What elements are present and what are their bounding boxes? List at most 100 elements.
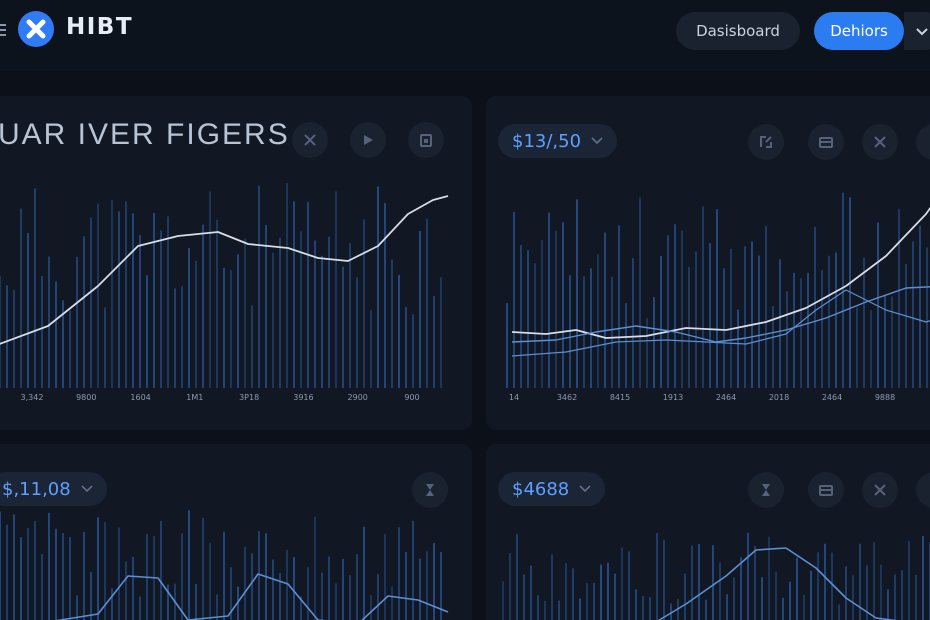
bar	[716, 209, 718, 388]
bar	[76, 256, 78, 388]
chevron-down-icon	[916, 28, 928, 36]
nav-dropdown-button[interactable]	[904, 12, 930, 50]
bar	[656, 533, 658, 620]
bar	[391, 586, 393, 620]
bar	[670, 603, 672, 620]
card-icon	[819, 137, 833, 148]
brand-name[interactable]: HIBT	[66, 14, 134, 40]
chart-panel-4: $4688	[486, 444, 930, 620]
bar	[307, 201, 309, 388]
bar	[674, 224, 676, 388]
bar	[426, 218, 428, 388]
bar	[506, 303, 508, 388]
bar	[69, 310, 71, 388]
bar	[384, 203, 386, 388]
bar	[639, 197, 641, 388]
bar	[807, 272, 809, 388]
bar	[209, 191, 211, 388]
value-selector[interactable]: $,11,08	[0, 472, 107, 506]
bar	[863, 257, 865, 388]
bar	[712, 545, 714, 620]
card-button[interactable]	[808, 472, 844, 508]
calendar-icon	[420, 134, 432, 147]
bar	[684, 573, 686, 620]
bar	[27, 528, 29, 620]
tick-label: 2464	[822, 393, 842, 402]
bar	[520, 245, 522, 388]
tick-label: 9888	[875, 393, 895, 402]
tick-label: 900	[404, 393, 419, 402]
bar	[279, 573, 281, 620]
bar-group	[0, 510, 442, 620]
bar	[551, 554, 553, 620]
value-selector[interactable]: $13/,50	[498, 124, 618, 158]
split-icon	[760, 136, 772, 148]
value-selector[interactable]: $4688	[498, 472, 606, 506]
bar	[83, 531, 85, 620]
series-line	[55, 573, 449, 620]
bar	[139, 235, 141, 388]
bar	[593, 582, 595, 620]
bar-group	[0, 183, 442, 388]
timer-button[interactable]	[412, 472, 448, 508]
bar	[884, 295, 886, 388]
calendar-button[interactable]	[408, 122, 444, 158]
bar	[849, 197, 851, 388]
bar	[377, 186, 379, 388]
bar	[125, 561, 127, 620]
logo-icon[interactable]	[18, 11, 54, 47]
value-label: $4688	[512, 478, 570, 500]
bar	[667, 235, 669, 388]
bar	[614, 573, 616, 620]
bar	[139, 596, 141, 620]
bar	[926, 247, 928, 388]
more-button[interactable]	[916, 472, 930, 508]
split-button[interactable]	[748, 124, 784, 160]
close-icon	[874, 136, 886, 148]
bar	[793, 272, 795, 388]
chart-1: 3,342 9800 1604 1M1 3P18 3916 2900 900	[0, 183, 449, 402]
tick-label: 14	[509, 393, 519, 402]
bar	[572, 568, 574, 620]
bar	[202, 224, 204, 388]
bar	[76, 595, 78, 620]
bar	[300, 231, 302, 388]
bar	[412, 314, 414, 388]
close-button[interactable]	[292, 122, 328, 158]
bar	[824, 543, 826, 620]
bar	[751, 241, 753, 388]
more-button[interactable]	[916, 124, 930, 160]
bar	[433, 543, 435, 620]
active-nav-button[interactable]: Dehiors	[814, 12, 904, 50]
bar	[349, 243, 351, 388]
bar	[803, 594, 805, 620]
card-button[interactable]	[808, 124, 844, 160]
timer-button[interactable]	[748, 472, 784, 508]
bar	[195, 583, 197, 620]
bar	[125, 201, 127, 388]
bar	[167, 584, 169, 620]
bar	[384, 534, 386, 620]
bar	[516, 534, 518, 620]
play-button[interactable]	[350, 122, 386, 158]
bar	[866, 565, 868, 620]
close-button[interactable]	[862, 124, 898, 160]
bar	[27, 233, 29, 388]
bar	[740, 557, 742, 620]
chevron-down-icon	[81, 485, 93, 493]
menu-icon[interactable]	[0, 22, 6, 36]
bar	[604, 232, 606, 388]
dashboard-nav-button[interactable]: Dasisboard	[676, 12, 800, 50]
bar	[230, 270, 232, 388]
bar	[90, 571, 92, 620]
chart-3	[0, 510, 449, 620]
close-button[interactable]	[862, 472, 898, 508]
bar	[321, 572, 323, 620]
tick-label: 3P18	[239, 393, 259, 402]
card-icon	[819, 485, 833, 496]
bar	[709, 243, 711, 388]
bar	[870, 309, 872, 388]
bar	[62, 300, 64, 388]
bar	[565, 563, 567, 620]
bar	[562, 222, 564, 388]
